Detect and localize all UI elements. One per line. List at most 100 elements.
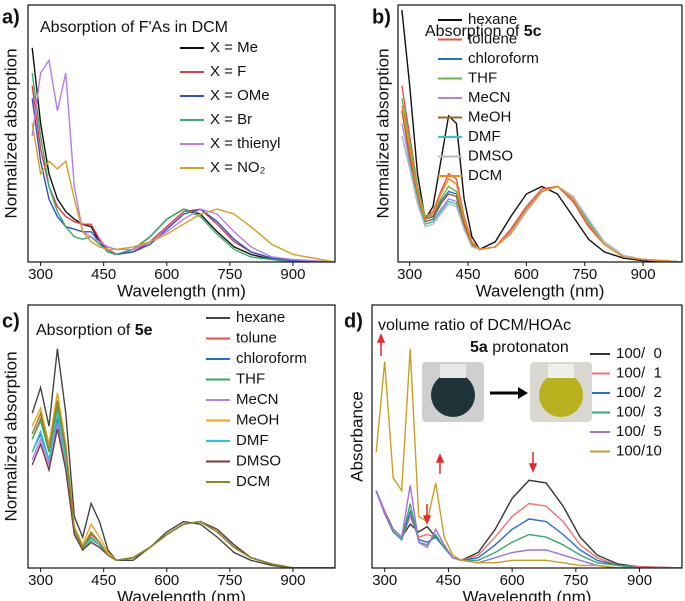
x-tick-label: 900: [280, 572, 305, 589]
series-line: [375, 479, 682, 568]
series-line: [31, 58, 335, 262]
legend-label: DMSO: [468, 147, 513, 164]
x-tick-label: 750: [572, 266, 597, 283]
x-tick-label: 450: [436, 572, 461, 589]
arrow-head: [528, 463, 538, 473]
series-line: [31, 348, 335, 568]
x-tick-label: 750: [563, 572, 588, 589]
series-line: [31, 418, 335, 568]
x-tick-label: 300: [397, 266, 422, 283]
legend-label: 100/ 0: [616, 345, 662, 362]
plot-frame: [397, 4, 683, 263]
series-line: [31, 400, 335, 568]
y-axis-label: Normalized absorption: [373, 48, 392, 218]
vial-neck: [440, 364, 466, 378]
title-text: Absorption of F'As in DCM: [40, 19, 228, 36]
series-line: [31, 85, 335, 262]
y-axis-label: Absorbance: [347, 391, 366, 482]
legend-label: X = F: [210, 63, 246, 80]
x-tick-label: 750: [217, 572, 242, 589]
legend-label: X = OMe: [210, 87, 270, 104]
annotation-arrows: [376, 333, 538, 525]
chart-subtitle: 5a protonaton: [470, 339, 569, 356]
series-line: [31, 413, 335, 568]
legend-label: 100/ 1: [616, 364, 662, 381]
series-line: [31, 405, 335, 568]
title-text: Absorption of: [425, 23, 520, 40]
plot-frame: [371, 304, 683, 569]
title-compound: 5c: [524, 23, 542, 40]
x-tick-label: 600: [514, 266, 539, 283]
legend-label: chloroform: [236, 350, 307, 367]
series-line: [375, 490, 682, 568]
legend-label: DMF: [236, 432, 269, 449]
legend-label: tolune: [236, 329, 277, 346]
x-tick-label: 750: [217, 266, 242, 283]
panel: 300 450 600 750 900 Wavelength (nm) Normalized…: [1, 304, 336, 601]
x-tick-label: 450: [91, 266, 116, 283]
panel-label: d): [344, 310, 363, 332]
legend-label: hexane: [236, 309, 285, 326]
legend-label: 100/ 2: [616, 384, 662, 401]
x-tick-label: 300: [28, 266, 53, 283]
plot-area: [401, 9, 682, 262]
legend-label: X = NO₂: [210, 159, 266, 176]
subtitle-compound: 5a: [470, 339, 488, 356]
x-axis-label: Wavelength (nm): [117, 281, 246, 300]
legend-label: chloroform: [468, 50, 539, 67]
legend-label: 100/10: [616, 442, 662, 459]
series-line: [375, 348, 682, 568]
series-line: [31, 423, 335, 568]
panel-label: b): [372, 6, 391, 28]
chart-title: volume ratio of DCM/HOAc: [378, 317, 571, 334]
x-tick-label: 900: [280, 266, 305, 283]
series-line: [375, 485, 682, 568]
series-line: [401, 85, 682, 262]
legend-label: X = Me: [210, 39, 258, 56]
x-tick-label: 900: [631, 266, 656, 283]
arrow-head: [518, 387, 528, 399]
legend-label: DMF: [468, 128, 501, 145]
panel: 300 450 600 750 900 Wavelength (nm) Normalized…: [372, 4, 683, 300]
legend-label: MeOH: [468, 108, 511, 125]
arrow-head: [435, 453, 445, 463]
x-tick-label: 600: [154, 572, 179, 589]
plot-frame: [27, 304, 336, 569]
y-axis-label: Normalized absorption: [1, 48, 20, 218]
legend-label: DCM: [236, 473, 270, 490]
inset: [422, 362, 592, 422]
chart-title: Absorption of 5e: [36, 322, 153, 339]
panel: 300 450 600 750 900 Wavelength (nm) Absorbance…: [344, 304, 683, 601]
panel-label: c): [2, 310, 20, 332]
legend-label: toluene: [468, 30, 517, 47]
y-axis-label: Normalized absorption: [1, 351, 20, 521]
plot-area: [31, 348, 335, 568]
x-tick-label: 600: [500, 572, 525, 589]
series-line: [401, 105, 682, 262]
x-tick-label: 900: [627, 572, 652, 589]
x-tick-label: 450: [456, 266, 481, 283]
title-text: Absorption of: [36, 322, 131, 339]
legend-label: MeOH: [236, 411, 279, 428]
legend-label: THF: [236, 370, 265, 387]
series-line: [375, 490, 682, 568]
legend-label: MeCN: [236, 391, 279, 408]
plot-frame: [27, 4, 336, 263]
subtitle-text: protonaton: [492, 339, 569, 356]
x-tick-label: 300: [28, 572, 53, 589]
plot-area: [375, 348, 682, 568]
series-line: [401, 9, 682, 262]
series-line: [31, 428, 335, 568]
series-line: [31, 72, 335, 262]
title-text: volume ratio of DCM/HOAc: [378, 317, 571, 334]
panel: 300 450 600 750 900 Wavelength (nm) Normalized…: [1, 4, 336, 300]
series-line: [375, 490, 682, 568]
panel-label: a): [2, 6, 20, 28]
legend-label: 100/ 3: [616, 403, 662, 420]
arrow-head: [376, 333, 386, 343]
legend-label: THF: [468, 69, 497, 86]
x-axis-label: Wavelength (nm): [476, 281, 605, 300]
x-tick-label: 600: [154, 266, 179, 283]
legend-label: X = Br: [210, 111, 252, 128]
x-tick-label: 450: [91, 572, 116, 589]
